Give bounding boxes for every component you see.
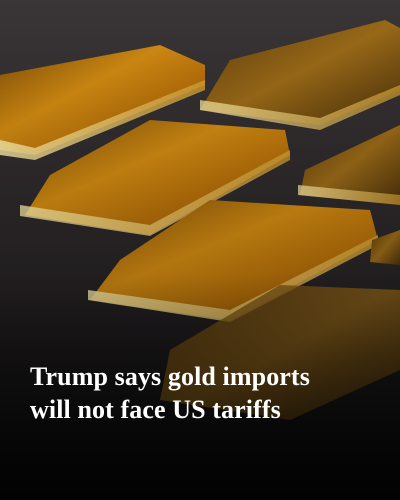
- headline: Trump says gold imports will not face US…: [30, 360, 310, 426]
- headline-line: Trump says gold imports: [30, 362, 310, 391]
- headline-line: will not face US tariffs: [30, 395, 281, 424]
